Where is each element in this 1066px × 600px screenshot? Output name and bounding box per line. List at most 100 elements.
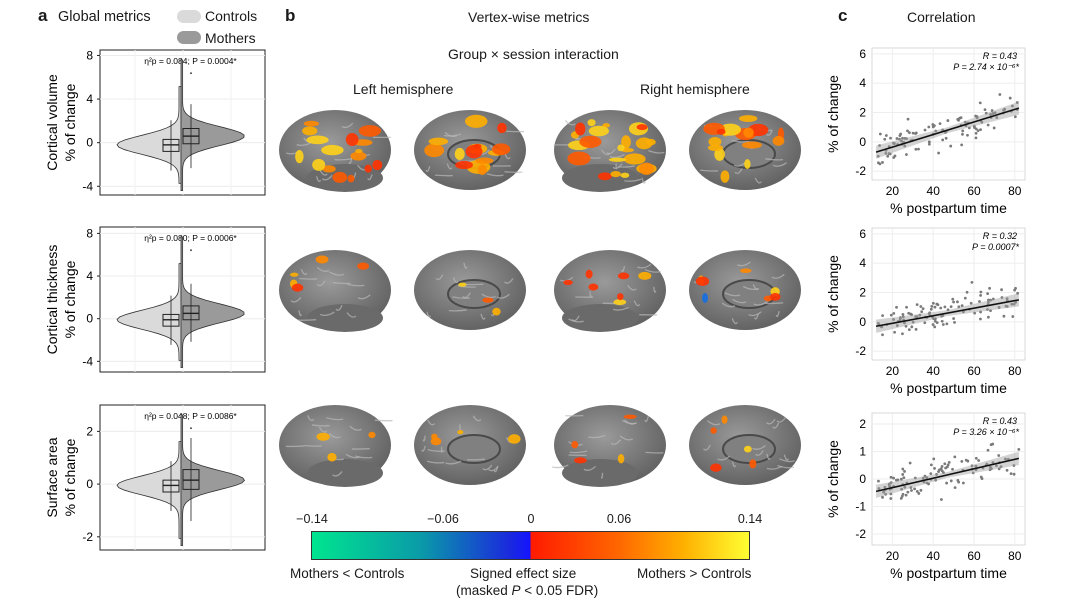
data-point bbox=[993, 111, 997, 115]
data-point bbox=[1000, 296, 1004, 299]
data-point bbox=[877, 479, 880, 483]
sulcus bbox=[600, 472, 604, 479]
data-point bbox=[979, 290, 983, 294]
data-point bbox=[956, 478, 960, 482]
activation-spot bbox=[464, 114, 488, 128]
sulcus bbox=[653, 286, 657, 293]
regression-line bbox=[875, 107, 1020, 153]
activation-spot bbox=[621, 135, 631, 149]
sulcus bbox=[732, 461, 737, 468]
data-point bbox=[903, 470, 906, 473]
data-point bbox=[945, 465, 949, 469]
data-point bbox=[908, 131, 911, 135]
sulcus bbox=[452, 296, 470, 299]
data-point bbox=[884, 134, 888, 137]
data-point bbox=[900, 494, 904, 498]
data-point bbox=[933, 466, 936, 470]
panel-b-subtitle: Group × session interaction bbox=[448, 46, 619, 62]
sulcus bbox=[320, 311, 335, 316]
data-point bbox=[1002, 314, 1006, 318]
data-point bbox=[974, 456, 978, 460]
data-point bbox=[914, 315, 918, 319]
data-point bbox=[898, 137, 901, 141]
data-point bbox=[960, 143, 964, 147]
y-tick-label: 6 bbox=[859, 47, 866, 61]
data-point bbox=[970, 281, 974, 284]
sulcus bbox=[641, 177, 647, 184]
sulcus bbox=[351, 447, 370, 450]
sulcus bbox=[612, 306, 629, 311]
regression-line bbox=[875, 299, 1020, 328]
activation-spot bbox=[714, 148, 725, 161]
sulcus bbox=[443, 133, 462, 137]
data-point bbox=[986, 292, 990, 295]
data-point bbox=[895, 324, 899, 327]
data-point bbox=[894, 478, 898, 482]
y-axis-label: Cortical thickness bbox=[44, 245, 60, 355]
data-point bbox=[921, 307, 925, 311]
sulcus bbox=[427, 419, 436, 426]
data-point bbox=[986, 123, 990, 127]
data-point bbox=[1000, 288, 1003, 292]
brain-view bbox=[414, 110, 526, 190]
data-point bbox=[901, 313, 905, 316]
activation-spot bbox=[716, 128, 726, 135]
data-point bbox=[929, 307, 933, 311]
activation-spot bbox=[455, 160, 474, 170]
data-point bbox=[917, 147, 920, 151]
data-point bbox=[901, 136, 904, 140]
data-point bbox=[935, 473, 938, 476]
sulcus bbox=[601, 149, 611, 156]
activation-spot bbox=[588, 283, 599, 291]
data-point bbox=[983, 108, 987, 112]
data-point bbox=[986, 308, 989, 311]
data-point bbox=[1004, 457, 1007, 461]
data-point bbox=[898, 134, 902, 138]
data-point bbox=[930, 304, 934, 308]
activation-spot bbox=[357, 262, 370, 270]
data-point bbox=[1012, 302, 1016, 306]
data-point bbox=[906, 490, 910, 494]
y-tick-label: -2 bbox=[855, 164, 866, 178]
data-point bbox=[900, 487, 904, 491]
activation-spot bbox=[739, 268, 752, 273]
sulcus bbox=[624, 419, 636, 425]
violin-controls bbox=[116, 262, 182, 361]
data-point bbox=[899, 316, 902, 319]
data-point bbox=[923, 321, 927, 325]
colorbar-tick: 0.14 bbox=[737, 512, 763, 526]
activation-spot bbox=[364, 164, 372, 173]
data-point bbox=[997, 467, 1001, 471]
violin-controls bbox=[116, 440, 182, 539]
data-point bbox=[999, 465, 1003, 469]
sulcus bbox=[707, 420, 721, 426]
data-point bbox=[967, 126, 971, 130]
data-point bbox=[889, 497, 893, 500]
sulcus bbox=[459, 424, 462, 431]
data-point bbox=[932, 317, 935, 321]
sulcus bbox=[332, 471, 343, 477]
y-tick-label: 0 bbox=[859, 315, 866, 329]
data-point bbox=[942, 471, 945, 475]
data-point bbox=[947, 461, 951, 464]
sulcus bbox=[421, 445, 426, 452]
activation-spot bbox=[708, 137, 722, 147]
data-point bbox=[971, 471, 975, 475]
data-point bbox=[931, 125, 935, 129]
sulcus bbox=[731, 318, 738, 325]
activation-spot bbox=[743, 445, 752, 453]
sulcus bbox=[311, 424, 330, 427]
activation-spot bbox=[350, 151, 367, 161]
sulcus bbox=[721, 302, 736, 308]
data-point bbox=[906, 129, 909, 133]
data-point bbox=[900, 139, 903, 143]
x-tick-label: 40 bbox=[927, 184, 941, 198]
x-tick-label: 20 bbox=[886, 184, 900, 198]
data-point bbox=[995, 116, 999, 119]
sulcus bbox=[318, 426, 328, 433]
data-point bbox=[903, 485, 907, 489]
panel-c-title: Correlation bbox=[907, 9, 976, 25]
data-point bbox=[909, 486, 913, 489]
data-point bbox=[946, 119, 950, 122]
stat-annotation: η²p = 0.084; P = 0.0004* bbox=[144, 56, 237, 66]
